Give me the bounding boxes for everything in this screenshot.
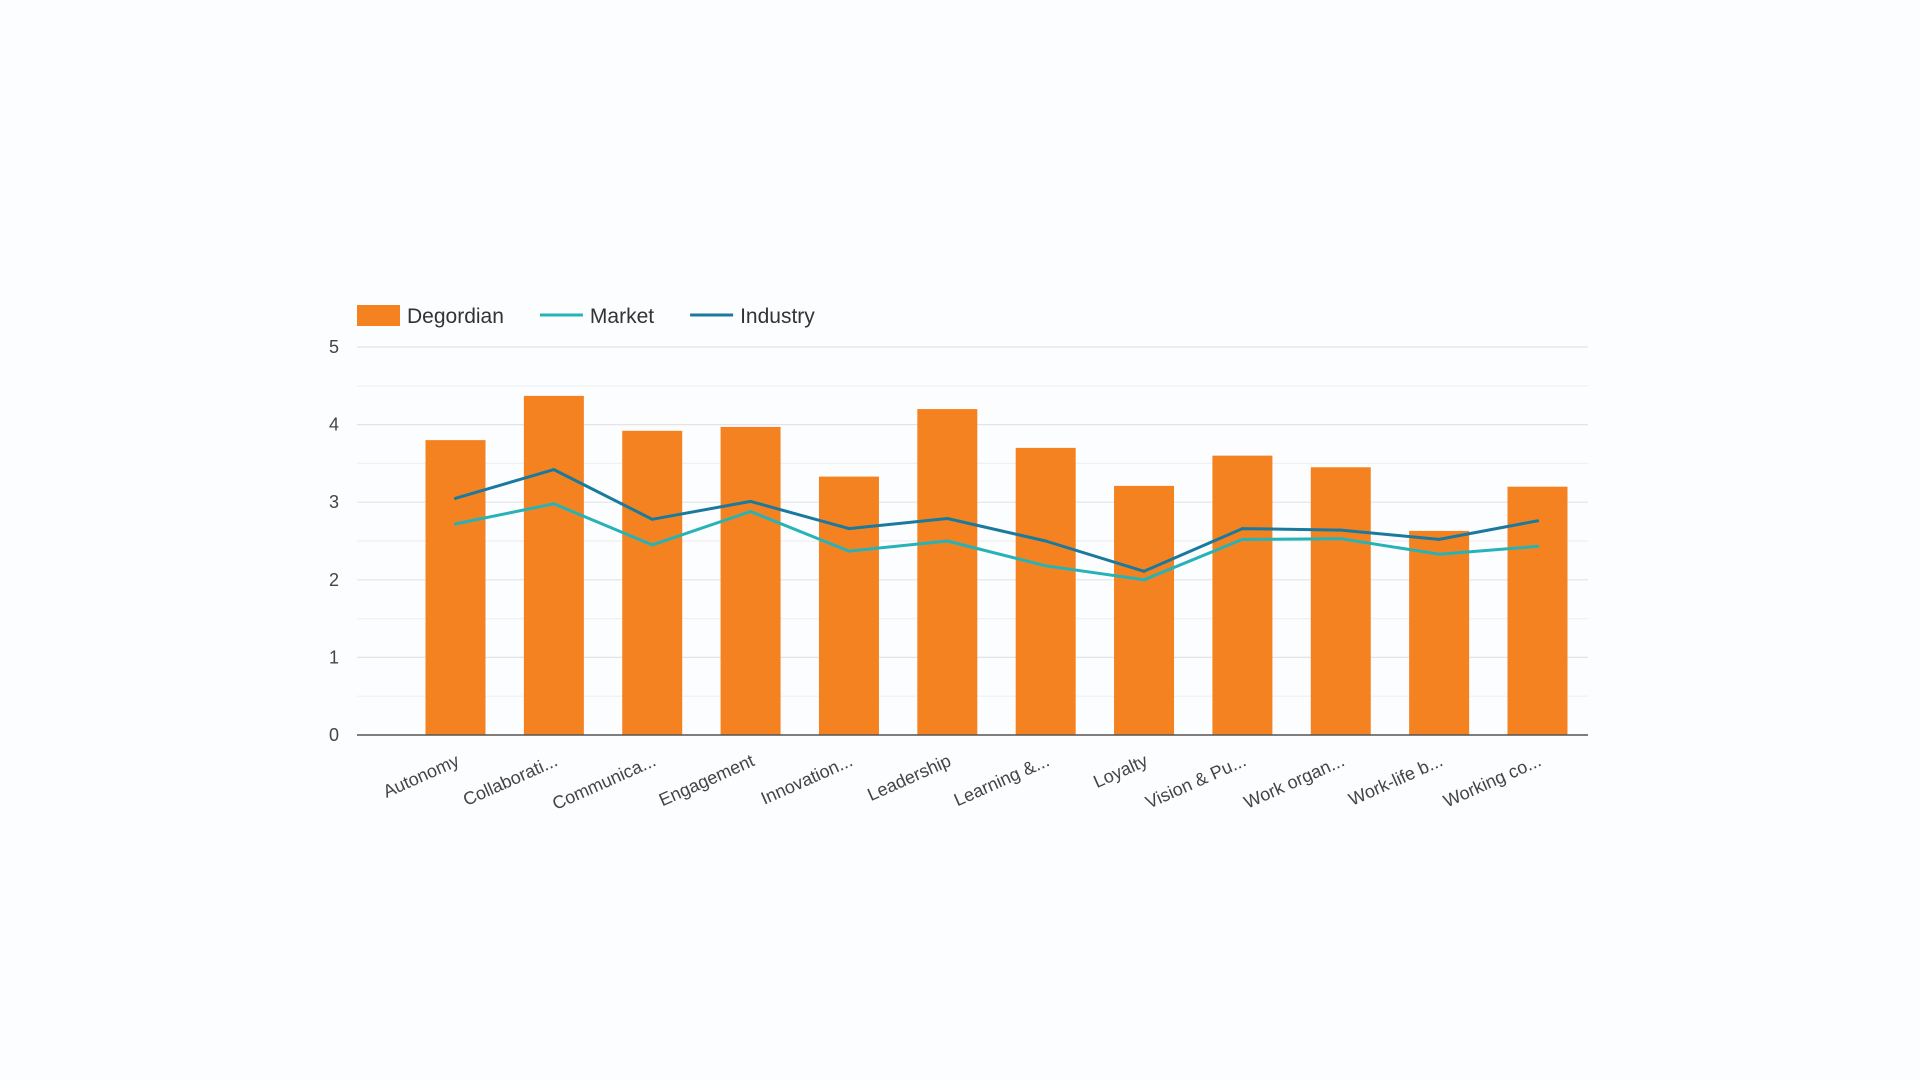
line-market[interactable] (454, 502, 1539, 582)
legend-item-market[interactable]: Market (539, 305, 654, 328)
point-industry[interactable] (1044, 539, 1048, 543)
bar-degordian[interactable] (917, 409, 978, 735)
bar-degordian[interactable] (622, 430, 683, 735)
point-industry[interactable] (749, 499, 753, 503)
point-industry[interactable] (945, 516, 949, 520)
x-category-label: Innovation... (758, 750, 856, 808)
point-market[interactable] (1142, 578, 1146, 582)
point-market[interactable] (1044, 564, 1048, 568)
legend-label: Industry (740, 305, 815, 328)
point-industry[interactable] (1437, 537, 1441, 541)
x-category-label: Leadership (864, 750, 954, 805)
y-tick-label: 5 (329, 337, 339, 357)
bar-degordian[interactable] (1310, 467, 1371, 735)
bar-degordian[interactable] (720, 426, 781, 735)
line-industry[interactable] (454, 468, 1539, 573)
point-market[interactable] (1437, 552, 1441, 556)
x-category-label: Work organ... (1241, 750, 1348, 812)
point-industry[interactable] (454, 496, 457, 500)
legend-label: Degordian (407, 305, 504, 328)
x-category-label: Loyalty (1090, 750, 1150, 791)
point-industry[interactable] (847, 527, 851, 531)
lines (454, 468, 1539, 582)
legend-item-degordian[interactable]: Degordian (357, 305, 504, 328)
legend-label: Market (590, 305, 654, 328)
point-market[interactable] (1240, 537, 1244, 541)
point-industry[interactable] (1536, 519, 1539, 523)
legend: Degordian Market Industry (357, 305, 815, 328)
point-market[interactable] (945, 539, 949, 543)
point-industry[interactable] (1339, 528, 1343, 532)
point-market[interactable] (552, 502, 556, 506)
y-tick-label: 1 (329, 647, 339, 667)
point-industry[interactable] (1240, 527, 1244, 531)
point-industry[interactable] (1142, 569, 1146, 573)
point-market[interactable] (1339, 537, 1343, 541)
x-category-label: Engagement (656, 750, 757, 810)
bar-degordian[interactable] (1212, 455, 1273, 735)
bar-degordian[interactable] (523, 395, 584, 735)
y-tick-label: 2 (329, 570, 339, 590)
legend-swatch (357, 305, 400, 326)
x-category-label: Work-life b... (1346, 750, 1446, 809)
point-market[interactable] (847, 549, 851, 553)
y-tick-label: 3 (329, 492, 339, 512)
point-market[interactable] (749, 510, 753, 514)
bar-degordian[interactable] (1507, 486, 1568, 735)
bar-degordian[interactable] (425, 440, 486, 735)
point-industry[interactable] (650, 517, 654, 521)
point-market[interactable] (454, 522, 457, 526)
x-category-label: Working co... (1440, 750, 1544, 811)
bar-degordian[interactable] (818, 476, 879, 735)
point-industry[interactable] (552, 468, 556, 472)
bars (425, 395, 1568, 735)
x-category-label: Autonomy (380, 750, 462, 801)
bar-degordian[interactable] (1409, 530, 1470, 735)
y-tick-label: 4 (329, 415, 339, 435)
legend-item-industry[interactable]: Industry (690, 305, 815, 328)
x-category-label: Communica... (549, 750, 659, 813)
bar-degordian[interactable] (1015, 447, 1076, 735)
point-market[interactable] (1536, 544, 1539, 548)
x-category-label: Collaborati... (460, 750, 560, 809)
bar-degordian[interactable] (1114, 485, 1175, 735)
y-tick-label: 0 (329, 725, 339, 745)
x-category-label: Learning &... (951, 750, 1052, 810)
point-market[interactable] (650, 543, 654, 547)
x-category-label: Vision & Pu... (1142, 750, 1249, 812)
